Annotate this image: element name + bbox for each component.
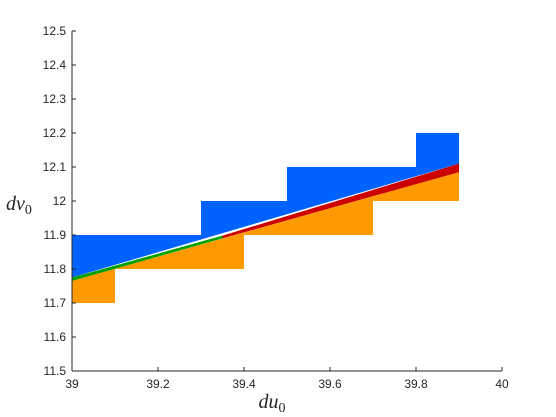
series-layer bbox=[72, 133, 459, 303]
x-tick-label: 40 bbox=[495, 377, 509, 391]
y-axis-label-sub: 0 bbox=[25, 203, 32, 218]
y-tick-label: 11.9 bbox=[44, 228, 67, 242]
x-tick-label: 39.4 bbox=[232, 377, 256, 391]
y-tick-label: 11.6 bbox=[44, 330, 67, 344]
x-tick-label: 39.8 bbox=[404, 377, 428, 391]
y-tick-label: 11.5 bbox=[44, 364, 67, 378]
y-tick-label: 12.2 bbox=[43, 126, 67, 140]
x-axis-label: du0 bbox=[259, 391, 286, 416]
y-tick-label: 12.3 bbox=[43, 92, 67, 106]
series-region-1 bbox=[72, 172, 459, 303]
y-tick-label: 12.5 bbox=[43, 24, 67, 38]
y-ticks: 11.5 11.6 11.7 11.8 11.9 12 12.1 12.2 12.3 12.4 12… bbox=[43, 24, 76, 378]
y-tick-label: 11.7 bbox=[44, 296, 67, 310]
series-region-2 bbox=[72, 235, 223, 281]
y-axis-label-base: dv bbox=[6, 193, 25, 215]
y-tick-label: 11.8 bbox=[44, 262, 67, 276]
x-axis-label-sub: 0 bbox=[279, 401, 286, 416]
x-tick-label: 39.6 bbox=[318, 377, 342, 391]
y-tick-label: 12.1 bbox=[43, 160, 67, 174]
series-region-3 bbox=[222, 163, 459, 239]
x-ticks: 39 39.2 39.4 39.6 39.8 40 bbox=[65, 367, 509, 391]
x-tick-label: 39.2 bbox=[146, 377, 170, 391]
series-region-0 bbox=[72, 133, 459, 278]
y-axis-label: dv0 bbox=[6, 193, 32, 218]
x-tick-label: 39 bbox=[65, 377, 79, 391]
x-axis-label-base: du bbox=[259, 391, 279, 413]
y-tick-label: 12.4 bbox=[43, 58, 67, 72]
y-tick-label: 12 bbox=[53, 194, 67, 208]
